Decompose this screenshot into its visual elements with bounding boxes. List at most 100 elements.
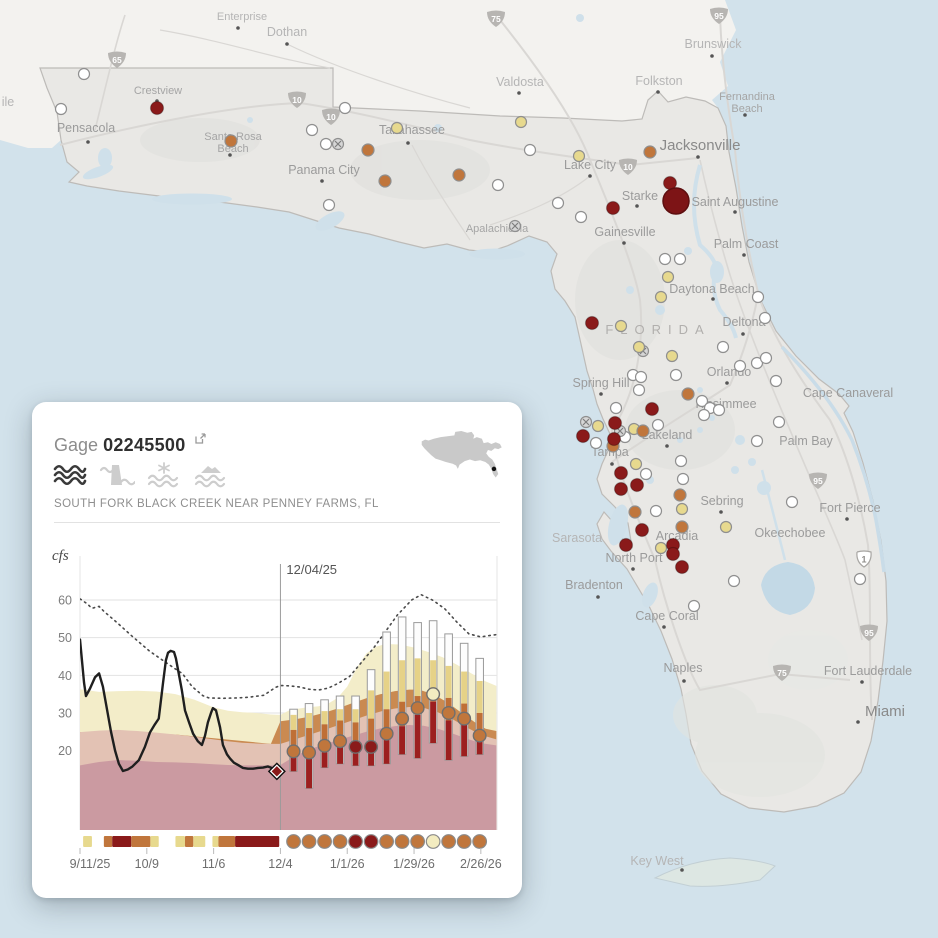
station-dot-white[interactable] <box>77 67 91 81</box>
station-dot-white[interactable] <box>649 504 663 518</box>
station-dot-orange[interactable] <box>361 143 375 157</box>
station-dot-white[interactable] <box>589 436 603 450</box>
forecast-median-circle <box>286 744 301 759</box>
station-dot-orange[interactable] <box>224 134 238 148</box>
station-dot-orange[interactable] <box>673 488 687 502</box>
external-link-icon[interactable] <box>194 428 206 449</box>
station-dot-darkred[interactable] <box>605 200 621 216</box>
forecast-median-circle <box>441 705 456 720</box>
forecast-bar <box>366 669 376 767</box>
station-dot-white[interactable] <box>319 137 333 151</box>
station-dot-white[interactable] <box>491 178 505 192</box>
station-dot-orange[interactable] <box>681 387 695 401</box>
station-dot-yellow[interactable] <box>719 520 733 534</box>
station-dot-yellow[interactable] <box>629 457 643 471</box>
station-dot-white[interactable] <box>758 311 772 325</box>
station-dot-white[interactable] <box>687 599 701 613</box>
city-dot <box>856 720 860 724</box>
station-dot-orange[interactable] <box>452 168 466 182</box>
station-dot-white[interactable] <box>523 143 537 157</box>
city-label: Starke <box>622 189 658 203</box>
station-dot-darkred[interactable] <box>634 522 650 538</box>
station-dot-darkred[interactable] <box>607 415 623 431</box>
station-dot-yellow[interactable] <box>614 319 628 333</box>
strip-segment-orange <box>131 836 151 847</box>
strip-segment-orange <box>103 836 113 847</box>
station-dot-white[interactable] <box>632 383 646 397</box>
station-dot-white[interactable] <box>634 370 648 384</box>
station-dot-yellow[interactable] <box>654 541 668 555</box>
station-dot-yellow[interactable] <box>675 502 689 516</box>
station-dot-white[interactable] <box>751 290 765 304</box>
strip-segment-darkred <box>112 836 132 847</box>
nodata-x-icon <box>582 418 590 426</box>
station-dot-darkred[interactable] <box>149 100 165 116</box>
station-dot-orange[interactable] <box>675 520 689 534</box>
station-dot-yellow[interactable] <box>591 419 605 433</box>
station-dot-yellow[interactable] <box>632 340 646 354</box>
y-tick-label: 30 <box>58 706 72 720</box>
station-dot-white[interactable] <box>697 408 711 422</box>
station-dot-darkred[interactable] <box>613 465 629 481</box>
station-dot-white[interactable] <box>759 351 773 365</box>
forecast-median-circle <box>472 728 487 743</box>
city-label: Dothan <box>267 25 307 39</box>
station-dot-white[interactable] <box>673 252 687 266</box>
station-dot-darkred[interactable] <box>629 477 645 493</box>
station-dot-darkred[interactable] <box>674 559 690 575</box>
station-dot-white[interactable] <box>674 454 688 468</box>
station-dot-white[interactable] <box>716 340 730 354</box>
station-dot-yellow[interactable] <box>514 115 528 129</box>
station-dot-yellow[interactable] <box>572 149 586 163</box>
station-dot-white[interactable] <box>658 252 672 266</box>
station-dot-yellow[interactable] <box>661 270 675 284</box>
station-dot-white[interactable] <box>322 198 336 212</box>
interstate-shield-10: 10 <box>322 108 340 125</box>
station-dot-white[interactable] <box>695 394 709 408</box>
city-label: Okeechobee <box>755 526 826 540</box>
station-dot-white[interactable] <box>676 472 690 486</box>
forecast-bar <box>459 642 469 757</box>
city-dot <box>725 381 729 385</box>
observed-flow-line <box>80 638 279 773</box>
station-dot-white[interactable] <box>772 415 786 429</box>
station-dot-white[interactable] <box>750 356 764 370</box>
station-dot-darkred[interactable] <box>606 431 622 447</box>
station-dot-white[interactable] <box>639 467 653 481</box>
station-dot-white[interactable] <box>750 434 764 448</box>
station-dot-yellow[interactable] <box>665 349 679 363</box>
station-dot-orange[interactable] <box>643 145 657 159</box>
city-dot <box>588 174 592 178</box>
station-dot-white[interactable] <box>785 495 799 509</box>
station-dot-darkred[interactable] <box>613 481 629 497</box>
station-dot-white[interactable] <box>305 123 319 137</box>
station-dot-yellow[interactable] <box>654 290 668 304</box>
station-dot-darkred[interactable] <box>575 428 591 444</box>
station-dot-yellow[interactable] <box>390 121 404 135</box>
station-dot-white[interactable] <box>733 359 747 373</box>
selected-station-dot[interactable] <box>662 187 690 215</box>
station-dot-white[interactable] <box>853 572 867 586</box>
station-dot-white[interactable] <box>574 210 588 224</box>
station-dot-orange[interactable] <box>378 174 392 188</box>
station-dot-white[interactable] <box>669 368 683 382</box>
station-dot-white[interactable] <box>769 374 783 388</box>
city-label: Tallahassee <box>379 123 445 137</box>
station-dot-white[interactable] <box>712 403 726 417</box>
station-dot-white[interactable] <box>54 102 68 116</box>
station-dot-white[interactable] <box>651 418 665 432</box>
strip-forecast-dot <box>472 834 488 849</box>
station-dot-orange[interactable] <box>636 424 650 438</box>
strip-forecast-dot <box>348 834 363 849</box>
station-dot-darkred[interactable] <box>618 537 634 553</box>
station-dot-white[interactable] <box>727 574 741 588</box>
station-dot-darkred[interactable] <box>584 315 600 331</box>
station-dot-white[interactable] <box>551 196 565 210</box>
station-dot-darkred[interactable] <box>644 401 660 417</box>
station-dot-darkred[interactable] <box>665 546 681 562</box>
strip-forecast-dot <box>441 834 457 849</box>
station-dot-orange[interactable] <box>628 505 642 519</box>
station-dot-white[interactable] <box>338 101 352 115</box>
station-dot-white[interactable] <box>609 401 623 415</box>
